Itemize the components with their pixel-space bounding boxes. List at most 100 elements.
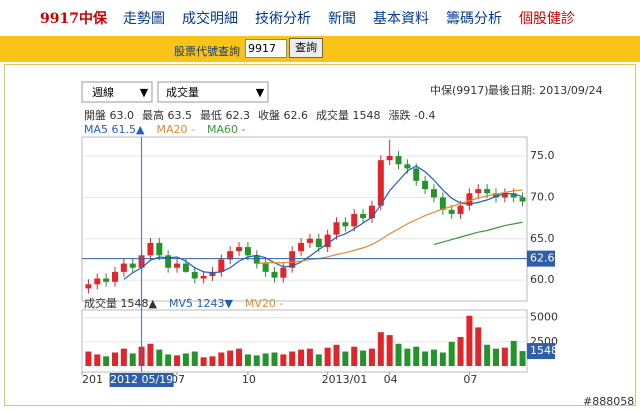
last-price-label: 62.6	[530, 252, 555, 265]
volume-bar	[342, 351, 349, 366]
volume-bar	[448, 341, 455, 366]
volume-bar	[262, 353, 269, 366]
info-item: 最高 63.5	[142, 108, 192, 122]
candle-body	[430, 189, 437, 198]
candle-body	[218, 259, 225, 272]
candle-body	[94, 278, 101, 285]
volume-legend: MV20 -	[245, 297, 284, 310]
volume-bar	[333, 344, 340, 366]
volume-bar	[492, 348, 499, 366]
volume-legend: 成交量 1548▲	[84, 296, 157, 310]
candle-body	[209, 271, 216, 277]
info-item: 最低 62.3	[200, 109, 250, 122]
nav-link[interactable]: 基本資料	[372, 11, 429, 27]
nav-link[interactable]: 技術分析	[254, 11, 311, 27]
volume-bar	[386, 335, 393, 366]
ma-legend: MA5 61.5▲	[84, 123, 145, 136]
candle-body	[351, 213, 358, 227]
candle-body	[129, 263, 136, 268]
volume-bar	[182, 353, 189, 366]
volume-bar	[156, 349, 163, 366]
x-tick-label: 2013/01	[322, 373, 368, 386]
stock-name: 中保(9917)	[430, 83, 489, 97]
candle-body	[103, 278, 110, 282]
ma-legend: MA20 -	[156, 123, 195, 136]
candle-body	[457, 205, 464, 214]
watermark: #888058	[583, 395, 634, 408]
candle-body	[200, 276, 207, 279]
candle-body	[439, 197, 446, 210]
x-tick-label: 07	[463, 373, 477, 386]
candle-body	[165, 255, 172, 268]
candle-body	[262, 263, 269, 272]
volume-legend: MV5 1243▼	[169, 297, 234, 310]
nav-link[interactable]: 走勢圖	[122, 11, 165, 27]
volume-bar	[253, 355, 260, 366]
candle-body	[289, 251, 296, 268]
info-item: 漲跌 -0.4	[389, 108, 436, 122]
volume-bar	[209, 356, 216, 366]
volume-bar	[147, 343, 154, 366]
period-value: 週線	[92, 85, 114, 99]
last-price-box	[527, 250, 555, 267]
candle-body	[333, 222, 340, 235]
info-item: 開盤 63.0	[84, 109, 134, 122]
volume-bar	[244, 354, 251, 366]
candle-body	[519, 197, 526, 202]
ma-legend: MA60 -	[207, 123, 246, 136]
candle-body	[236, 247, 243, 252]
volume-bar	[351, 346, 358, 366]
nav-link[interactable]: 籌碼分析	[445, 11, 502, 27]
volume-bar	[501, 347, 508, 366]
nav-link[interactable]: 成交明細	[181, 11, 238, 27]
volume-bar	[519, 351, 526, 366]
volume-bar	[475, 327, 482, 366]
candle-body	[448, 209, 455, 214]
last-volume-label: 1548	[530, 344, 558, 357]
x-tick-label: 10	[242, 373, 256, 386]
volume-bar	[457, 337, 464, 366]
brand[interactable]: 9917中保	[40, 11, 107, 27]
candle-body	[271, 271, 278, 278]
volume-bar	[377, 332, 384, 366]
last-date: 最後日期: 2013/09/24	[488, 83, 603, 97]
indicator-value: 成交量	[166, 85, 199, 99]
volume-bar	[466, 315, 473, 366]
volume-bar	[422, 351, 429, 366]
nav-link[interactable]: 個股健診	[518, 11, 575, 27]
volume-bar	[103, 356, 110, 366]
volume-bar	[404, 348, 411, 366]
nav-link[interactable]: 新聞	[327, 11, 356, 27]
volume-bar	[289, 351, 296, 366]
volume-bar	[200, 357, 207, 366]
info-item: 收盤 62.6	[258, 108, 308, 122]
candle-body	[147, 242, 154, 256]
indicator-select[interactable]	[157, 81, 269, 103]
search-input[interactable]: 9917	[245, 39, 287, 58]
candle-body	[466, 193, 473, 206]
last-volume-box	[527, 343, 555, 360]
candle-body	[368, 205, 375, 219]
info-item: 成交量 1548	[316, 108, 381, 122]
volume-bar	[510, 340, 517, 366]
candle-body	[342, 222, 349, 227]
search-label: 股票代號查詢	[174, 45, 240, 58]
volume-bar	[395, 343, 402, 366]
search-button[interactable]: 查詢	[289, 38, 323, 58]
candle-body	[182, 263, 189, 272]
volume-bar	[129, 353, 136, 366]
volume-bar	[484, 344, 491, 366]
candle-body	[422, 180, 429, 190]
period-select[interactable]	[81, 81, 153, 103]
select-arrow: ▼	[140, 86, 149, 99]
y-tick-label: 75.0	[530, 149, 555, 162]
y-tick-label: 60.0	[530, 273, 555, 286]
candle-body	[244, 247, 251, 256]
volume-bar	[236, 348, 243, 366]
volume-bar	[218, 352, 225, 366]
candle-body	[475, 189, 482, 194]
candle-body	[298, 242, 305, 252]
candle-body	[156, 242, 163, 256]
